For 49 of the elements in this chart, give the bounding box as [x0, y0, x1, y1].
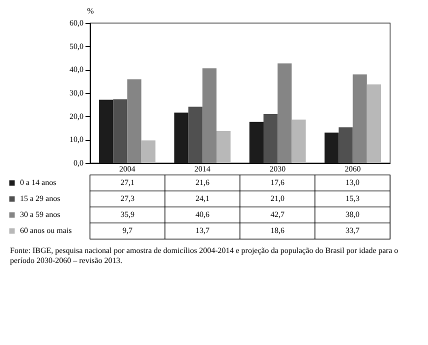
data-label: 9,7 [122, 226, 132, 235]
y-axis-title: % [87, 6, 94, 16]
bar [141, 140, 156, 163]
data-label: 27,1 [120, 178, 134, 187]
data-label: 15,3 [346, 194, 360, 203]
legend-label: 60 anos ou mais [20, 226, 72, 235]
y-tick-label: 40,0 [70, 65, 84, 74]
data-label: 21,6 [196, 178, 210, 187]
bar [292, 120, 306, 163]
data-label: 24,1 [196, 194, 210, 203]
bar [338, 127, 353, 163]
data-label: 42,7 [270, 210, 284, 219]
data-label: 40,6 [196, 210, 210, 219]
data-label: 17,6 [270, 178, 284, 187]
bar [99, 100, 114, 163]
bar [188, 106, 202, 163]
data-label: 18,6 [270, 226, 284, 235]
x-tick-label: 2030 [270, 164, 286, 174]
bar [263, 114, 278, 163]
data-label: 13,0 [346, 178, 360, 187]
legend-label: 15 a 29 anos [20, 194, 60, 203]
source-note: Fonte: IBGE, pesquisa nacional por amostra de domicílios 2004-2014 e projeção da população do Brasil por idade para o período 2030-2060 – revisão 2013. [10, 246, 400, 267]
y-tick-label: 0,0 [74, 158, 84, 168]
data-label: 38,0 [346, 210, 360, 219]
x-tick-label: 2004 [119, 164, 136, 174]
legend-label: 0 a 14 anos [20, 178, 56, 187]
y-tick-label: 60,0 [70, 18, 84, 28]
y-tick-label: 30,0 [70, 88, 84, 98]
data-label: 27,3 [120, 194, 134, 203]
x-tick-label: 2060 [344, 164, 361, 174]
bar [366, 84, 381, 163]
bar [127, 79, 142, 163]
bar [202, 68, 217, 163]
y-tick-label: 50,0 [70, 42, 84, 51]
x-tick-label: 2014 [194, 164, 210, 174]
legend-label: 30 a 59 anos [20, 210, 60, 219]
bar [249, 122, 264, 163]
data-label: 13,7 [196, 226, 210, 235]
data-label: 35,9 [120, 210, 134, 219]
y-tick-label: 20,0 [70, 112, 84, 121]
bar [352, 74, 367, 163]
bar [278, 63, 292, 163]
data-label: 21,0 [270, 194, 284, 203]
bar [113, 99, 128, 163]
bar [324, 132, 339, 163]
data-label: 33,7 [346, 226, 360, 235]
bar [174, 112, 188, 163]
bar [216, 131, 231, 163]
y-tick-label: 10,0 [70, 135, 84, 144]
